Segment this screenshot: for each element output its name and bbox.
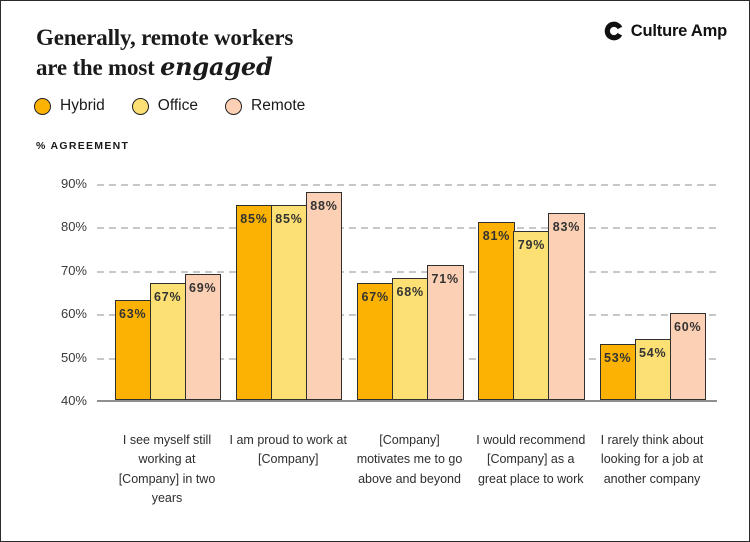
bar-hybrid-3: 67%	[357, 282, 394, 400]
bar-office-1: 67%	[149, 282, 186, 400]
chart-title: Generally, remote workers are the most e…	[36, 23, 293, 83]
category-label-1: I see myself still working at [Company] …	[118, 433, 216, 506]
legend-label-office: Office	[157, 97, 198, 114]
legend-swatch-remote-icon	[225, 97, 242, 115]
bar-value-label: 85%	[275, 211, 303, 226]
bar-remote-5: 60%	[669, 313, 706, 400]
bar-hybrid-2: 85%	[235, 204, 273, 400]
bar-value-label: 67%	[361, 289, 389, 304]
culture-amp-logo: Culture Amp	[604, 21, 727, 41]
bar-office-5: 54%	[634, 339, 671, 400]
bar-office-4: 79%	[513, 230, 550, 400]
y-tick-label-60: 60%	[60, 306, 87, 322]
chart-legend: Hybrid Office Remote	[34, 97, 305, 115]
bar-value-label: 79%	[517, 237, 546, 252]
bar-value-label: 83%	[552, 220, 581, 235]
bar-office-3: 68%	[392, 278, 429, 400]
bar-group-1: 63% 67% 69%	[114, 274, 221, 400]
chart-title-emphasis: engaged	[160, 52, 273, 82]
bar-hybrid-5: 53%	[599, 343, 636, 400]
bar-group-5: 53% 54% 60%	[599, 313, 706, 400]
culture-amp-logo-text: Culture Amp	[630, 21, 727, 40]
legend-swatch-office-icon	[131, 97, 149, 115]
bar-hybrid-4: 81%	[478, 222, 515, 400]
category-label-2: I am proud to work at [Company]	[229, 433, 347, 467]
bar-value-label: 81%	[482, 229, 511, 244]
chart-title-line1: Generally, remote workers	[36, 25, 294, 50]
bar-group-2: 85% 85% 88%	[235, 191, 343, 400]
legend-label-hybrid: Hybrid	[60, 97, 105, 114]
bar-group-3: 67% 68% 71%	[357, 265, 464, 400]
category-label-4: I would recommend [Company] as a great p…	[476, 433, 586, 486]
bar-remote-4: 83%	[548, 213, 585, 400]
legend-item-remote: Remote	[225, 97, 305, 115]
legend-label-remote: Remote	[251, 97, 306, 114]
bar-value-label: 71%	[431, 272, 459, 287]
bar-value-label: 85%	[240, 211, 268, 226]
y-tick-label-50: 50%	[60, 349, 87, 365]
plot-area: 63% 67% 69% 85% 85% 88% 67% 68% 71% 81% 79% 83% 53% 5…	[97, 184, 717, 402]
culture-amp-c-icon	[604, 21, 624, 41]
bar-value-label: 88%	[310, 198, 338, 213]
gridline-90	[97, 184, 717, 186]
bar-value-label: 54%	[639, 346, 667, 361]
legend-item-office: Office	[131, 97, 198, 115]
bar-value-label: 53%	[604, 350, 632, 365]
y-tick-label-90: 90%	[60, 176, 87, 191]
y-tick-label-80: 80%	[60, 219, 87, 235]
bar-remote-1: 69%	[184, 274, 221, 400]
bar-value-label: 60%	[674, 320, 702, 335]
legend-item-hybrid: Hybrid	[34, 97, 105, 115]
category-label-5: I rarely think about looking for a job a…	[600, 433, 704, 486]
y-axis-title: % AGREEMENT	[36, 140, 130, 152]
chart-title-line2-prefix: are the most	[36, 55, 161, 81]
y-tick-label-70: 70%	[60, 262, 87, 278]
bar-value-label: 63%	[119, 307, 147, 322]
category-label-3: [Company] motivates me to go above and b…	[356, 433, 463, 486]
bar-office-2: 85%	[270, 204, 308, 400]
gridline-70	[97, 270, 717, 273]
legend-swatch-hybrid-icon	[34, 97, 51, 115]
y-tick-label-40: 40%	[60, 393, 87, 408]
x-axis-baseline	[97, 400, 717, 402]
bar-group-4: 81% 79% 83%	[478, 213, 585, 400]
gridline-80	[97, 227, 717, 230]
bar-value-label: 67%	[154, 289, 182, 304]
bar-hybrid-1: 63%	[114, 300, 151, 400]
bar-remote-3: 71%	[427, 265, 464, 400]
bar-remote-2: 88%	[305, 191, 343, 400]
bar-value-label: 69%	[189, 281, 217, 296]
bar-value-label: 68%	[396, 285, 424, 300]
